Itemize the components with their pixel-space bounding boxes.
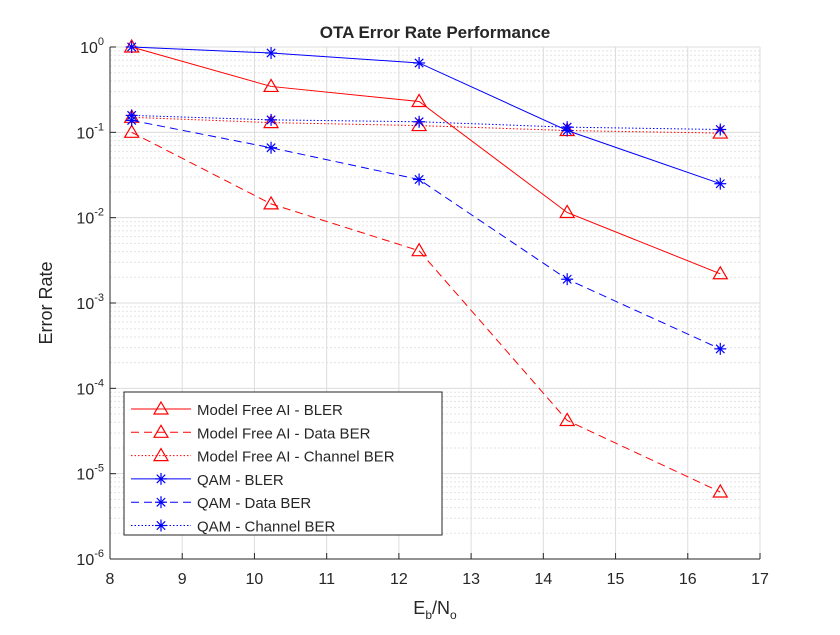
series-line <box>131 46 721 275</box>
y-tick-label: 10-4 <box>76 377 104 398</box>
asterisk-icon <box>155 519 167 532</box>
series-group <box>123 38 729 498</box>
asterisk-stroke <box>414 117 424 127</box>
series-4 <box>125 114 727 355</box>
data-point <box>413 56 426 69</box>
legend-entry: Model Free AI - Channel BER <box>131 447 395 466</box>
legend: Model Free AI - BLER Model Free AI - Data… <box>123 391 443 536</box>
asterisk-stroke <box>156 520 166 531</box>
asterisk-stroke <box>414 174 424 185</box>
asterisk-stroke <box>715 179 725 189</box>
data-point <box>559 204 576 219</box>
data-point <box>714 342 727 355</box>
asterisk-stroke <box>266 143 276 153</box>
data-point <box>411 93 428 108</box>
series-1 <box>123 124 729 498</box>
x-tick-label: 10 <box>246 571 264 588</box>
x-tick-label: 14 <box>534 571 552 588</box>
asterisk-stroke <box>266 115 276 125</box>
y-tick-label: 10-2 <box>76 207 104 228</box>
x-tick-label: 11 <box>318 571 335 588</box>
y-axis-label: Error Rate <box>36 261 56 344</box>
legend-label: QAM - Channel BER <box>197 519 336 536</box>
triangle-icon <box>152 400 170 415</box>
data-point <box>714 123 727 136</box>
data-point <box>263 78 280 93</box>
x-tick-label: 12 <box>390 571 408 588</box>
data-point <box>125 41 138 53</box>
x-tick-label: 15 <box>607 571 625 588</box>
data-point <box>265 113 278 126</box>
data-point <box>411 242 428 257</box>
x-tick-label: 9 <box>178 571 187 588</box>
asterisk-icon <box>155 496 167 509</box>
data-point <box>123 124 140 138</box>
axes: 8 9 10 11 12 13 14 15 16 17 100 10-1 10-2 10-3 10-4 10-… <box>76 36 769 588</box>
y-tick-label: 10-3 <box>76 292 104 313</box>
asterisk-stroke <box>562 122 572 132</box>
y-tick-label: 100 <box>80 36 104 57</box>
data-point <box>561 121 574 134</box>
data-point <box>413 173 426 186</box>
asterisk-icon <box>155 472 167 485</box>
data-point <box>263 114 280 129</box>
x-axis-label: Eb/No <box>413 598 457 622</box>
y-tick-label: 10-5 <box>76 463 104 484</box>
series-line <box>131 131 721 493</box>
data-point <box>712 483 729 498</box>
asterisk-stroke <box>414 58 424 68</box>
asterisk-stroke <box>715 124 725 135</box>
x-tick-label: 8 <box>106 571 115 588</box>
data-point <box>559 412 576 427</box>
asterisk-stroke <box>266 48 276 58</box>
asterisk-stroke <box>127 42 137 52</box>
data-point <box>265 141 278 154</box>
data-point <box>712 124 729 139</box>
legend-label: Model Free AI - Data BER <box>197 425 371 442</box>
data-point <box>125 109 138 122</box>
legend-label: Model Free AI - Channel BER <box>197 449 395 466</box>
data-point <box>263 195 280 210</box>
chart-title: OTA Error Rate Performance <box>320 23 551 42</box>
data-point <box>265 47 278 60</box>
data-point <box>561 273 574 286</box>
asterisk-stroke <box>127 110 137 121</box>
triangle-icon <box>152 424 170 438</box>
data-point <box>714 177 727 190</box>
asterisk-stroke <box>562 274 572 284</box>
triangle-icon <box>152 447 170 462</box>
x-tick-label: 16 <box>679 571 697 588</box>
legend-entry: QAM - Channel BER <box>131 519 336 536</box>
data-point <box>712 265 729 280</box>
x-tick-label: 17 <box>751 571 769 588</box>
series-0 <box>123 38 729 280</box>
asterisk-stroke <box>156 497 166 507</box>
legend-entry: QAM - Data BER <box>131 495 311 512</box>
legend-entry: QAM - BLER <box>131 472 284 489</box>
legend-label: Model Free AI - BLER <box>197 402 343 419</box>
series-5 <box>125 109 727 136</box>
legend-label: QAM - Data BER <box>197 495 311 512</box>
y-tick-label: 10-1 <box>76 121 104 142</box>
data-point <box>413 115 426 128</box>
legend-label: QAM - BLER <box>197 472 284 489</box>
y-tick-label: 10-6 <box>76 548 104 569</box>
asterisk-stroke <box>156 474 166 484</box>
legend-box <box>123 391 443 536</box>
legend-entry: Model Free AI - BLER <box>131 400 343 419</box>
x-tick-label: 13 <box>462 571 480 588</box>
asterisk-stroke <box>715 344 725 354</box>
legend-entry: Model Free AI - Data BER <box>131 424 371 442</box>
